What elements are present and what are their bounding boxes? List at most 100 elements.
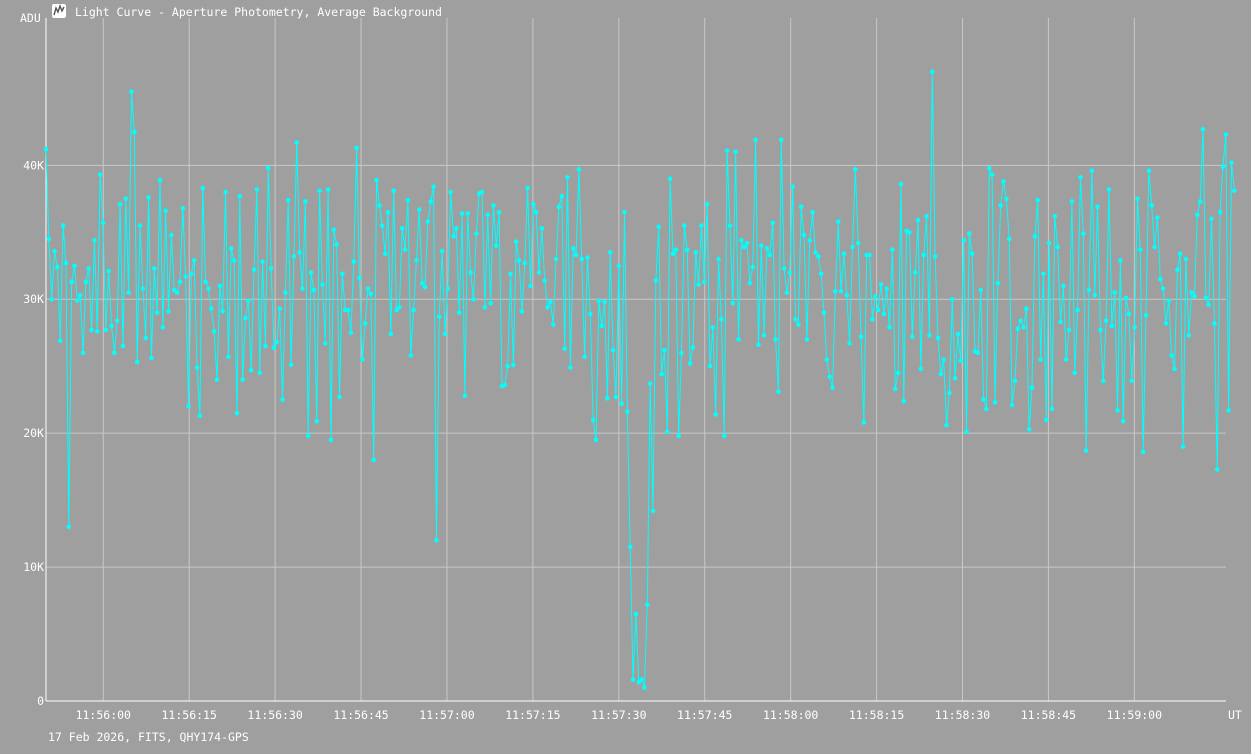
data-point [536, 270, 542, 275]
y-tick-label: 30K [23, 292, 44, 306]
data-point [314, 418, 320, 424]
data-point [1100, 378, 1106, 384]
data-point [1120, 418, 1126, 424]
data-point [1152, 244, 1157, 250]
data-point [1095, 204, 1100, 210]
data-point [388, 331, 394, 337]
data-point [1209, 216, 1214, 222]
data-point [887, 325, 892, 330]
data-point [408, 353, 414, 358]
data-point [482, 304, 488, 310]
data-point [1169, 353, 1174, 358]
data-point [830, 385, 835, 390]
data-point [308, 270, 314, 275]
data-point [1009, 402, 1015, 408]
series-line [45, 71, 1235, 688]
data-point [1052, 213, 1058, 219]
data-point [716, 256, 721, 262]
data-point [673, 247, 679, 252]
data-point [52, 248, 57, 254]
data-point [488, 300, 493, 306]
data-point [365, 286, 371, 291]
data-point [1189, 290, 1194, 295]
data-point [234, 410, 240, 416]
data-point [283, 290, 288, 295]
data-point [419, 280, 425, 286]
data-point [941, 357, 946, 362]
data-point [687, 361, 693, 366]
data-point [431, 184, 436, 190]
data-point [824, 357, 830, 362]
series-light-curve [43, 69, 1237, 690]
data-point [345, 307, 351, 313]
data-point [736, 337, 741, 342]
data-point [1232, 188, 1237, 194]
data-point [120, 343, 126, 349]
data-point [1126, 311, 1132, 317]
data-point [243, 315, 248, 321]
data-point [1149, 203, 1155, 208]
data-point [773, 337, 778, 342]
y-tick-label: 0 [37, 694, 44, 708]
data-point [693, 250, 699, 255]
data-point [109, 323, 114, 329]
data-point [434, 537, 439, 543]
data-point [995, 280, 1001, 286]
data-point [1177, 251, 1183, 256]
data-point [602, 299, 607, 305]
data-point [699, 223, 704, 228]
data-point [1021, 325, 1026, 330]
data-point [1015, 326, 1021, 332]
data-point [285, 197, 291, 203]
data-point [1018, 318, 1023, 323]
data-point [1029, 385, 1035, 390]
data-point [49, 296, 54, 302]
data-point [471, 296, 476, 302]
x-tick-label: 11:57:00 [419, 708, 474, 722]
data-point [254, 187, 260, 192]
data-point [1106, 187, 1112, 192]
data-point [1180, 444, 1186, 449]
y-tick-label: 20K [23, 426, 44, 440]
data-point [1172, 366, 1177, 372]
data-point [277, 306, 282, 311]
data-point [847, 341, 852, 346]
data-point [613, 394, 619, 400]
data-point [516, 258, 522, 263]
data-point [1026, 426, 1032, 432]
data-point [944, 422, 949, 428]
data-point [174, 290, 180, 295]
data-point [787, 270, 793, 275]
data-point [616, 263, 622, 269]
data-point [1229, 160, 1234, 165]
data-point [194, 365, 200, 370]
data-point [305, 433, 311, 439]
data-point [163, 208, 168, 214]
data-point [1109, 323, 1115, 329]
data-point [813, 250, 818, 255]
data-point [533, 209, 539, 215]
data-point [357, 275, 362, 281]
data-point [741, 244, 747, 250]
data-point [610, 347, 616, 353]
data-point [724, 148, 730, 153]
data-point [103, 327, 109, 333]
data-point [160, 325, 166, 330]
data-point [682, 223, 687, 228]
data-point [348, 330, 354, 336]
data-point [713, 412, 718, 417]
x-tick-labels: 11:56:00 11:56:15 11:56:30 11:56:45 11:57:00… [76, 708, 1163, 722]
data-point [1118, 258, 1123, 263]
data-point [114, 318, 120, 323]
data-point [183, 274, 188, 279]
data-point [360, 357, 365, 362]
chart-grid [46, 18, 1226, 701]
data-point [770, 220, 775, 226]
data-point [1063, 357, 1069, 362]
data-point [853, 167, 858, 172]
data-point [1192, 294, 1197, 299]
data-point [425, 219, 431, 224]
data-point [274, 339, 280, 345]
data-point [268, 266, 274, 271]
